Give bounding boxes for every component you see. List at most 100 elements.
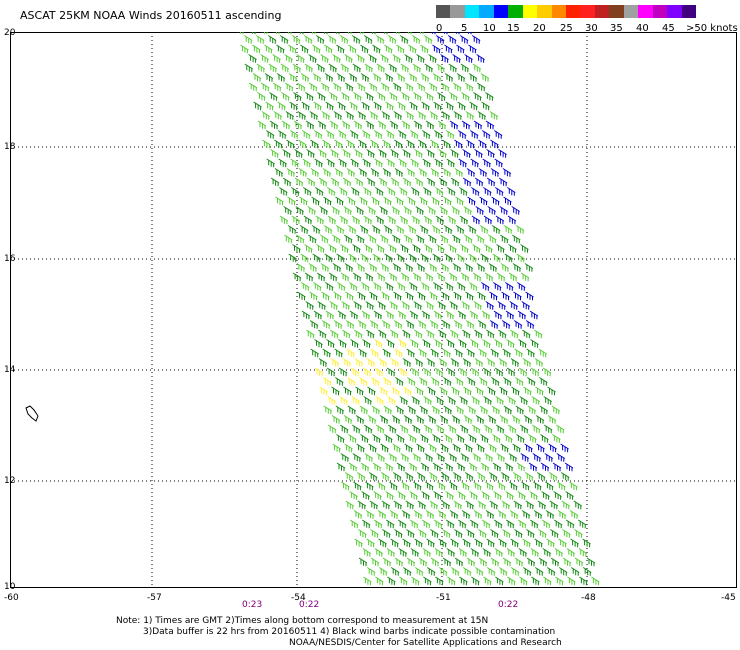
wind-barb	[421, 282, 430, 291]
wind-barb	[526, 557, 536, 567]
wind-barb	[422, 158, 431, 168]
wind-barb	[460, 453, 470, 462]
wind-barb	[494, 339, 503, 348]
wind-barb	[360, 434, 369, 443]
wind-barb	[292, 272, 302, 282]
wind-barb	[304, 63, 314, 73]
wind-barb	[293, 120, 303, 130]
wind-barb	[368, 472, 378, 481]
wind-barb	[340, 63, 350, 73]
wind-barb	[362, 158, 371, 168]
wind-barb	[396, 44, 405, 54]
wind-barb	[422, 367, 432, 377]
wind-barb	[321, 320, 331, 329]
wind-barb	[390, 538, 399, 548]
wind-barb	[505, 491, 514, 500]
wind-barb	[330, 177, 340, 187]
wind-barb	[328, 272, 338, 282]
wind-barb	[501, 291, 510, 301]
wind-barb	[448, 272, 458, 282]
wind-barb	[274, 139, 283, 149]
wind-barb	[406, 139, 415, 149]
wind-barb	[547, 415, 557, 424]
wind-barb	[360, 73, 370, 82]
wind-barb	[385, 310, 395, 320]
wind-barb	[367, 386, 376, 396]
wind-barb	[481, 491, 490, 500]
wind-barb	[414, 538, 423, 548]
wind-barb	[376, 453, 386, 462]
lon-label-54: -54	[291, 593, 306, 603]
legend-label-40: 40	[636, 23, 649, 34]
wind-barb	[444, 44, 453, 54]
wind-barb	[457, 282, 466, 291]
wind-barb	[457, 101, 466, 111]
wind-barb	[509, 510, 519, 519]
wind-barb	[434, 158, 443, 168]
wind-barb	[552, 434, 561, 443]
wind-barb	[555, 576, 564, 586]
wind-barb	[420, 434, 429, 443]
wind-barb	[465, 500, 475, 510]
wind-barb	[298, 139, 307, 149]
wind-barb	[342, 177, 352, 187]
wind-barb	[488, 234, 497, 244]
wind-barb	[447, 424, 457, 434]
wind-barb	[466, 139, 475, 149]
wind-barb	[349, 282, 358, 291]
wind-barb	[390, 177, 400, 187]
wind-barb	[345, 111, 355, 120]
wind-barb	[288, 253, 297, 263]
wind-barb	[331, 206, 340, 215]
wind-barb	[321, 111, 331, 120]
wind-barb	[427, 415, 437, 424]
wind-barb	[348, 462, 358, 472]
wind-barb	[404, 82, 414, 92]
wind-barb	[346, 139, 355, 149]
wind-barb	[536, 443, 545, 453]
wind-barb	[368, 54, 377, 63]
wind-barb	[292, 63, 302, 73]
legend-swatch	[493, 5, 509, 18]
wind-barb	[562, 557, 572, 567]
wind-barb	[582, 567, 592, 576]
wind-barb	[382, 168, 392, 177]
wind-barb	[414, 329, 423, 339]
wind-barb	[264, 73, 274, 82]
wind-barb	[320, 82, 330, 92]
wind-barb	[517, 519, 527, 529]
wind-barb	[505, 282, 514, 291]
wind-barb	[456, 44, 465, 54]
wind-barb	[570, 567, 580, 576]
wind-barb	[326, 339, 335, 348]
wind-barb	[454, 168, 464, 177]
wind-barb	[451, 206, 460, 215]
wind-barb	[468, 462, 478, 472]
wind-barb	[493, 310, 503, 320]
wind-barb	[473, 120, 483, 130]
wind-barb	[558, 538, 567, 548]
wind-barb	[472, 63, 482, 73]
wind-barb	[468, 73, 478, 82]
wind-barb	[526, 348, 535, 358]
wind-barb	[534, 538, 543, 548]
wind-barb	[469, 519, 479, 529]
wind-barb	[380, 54, 389, 63]
wind-barb	[404, 234, 413, 244]
wind-barb	[317, 301, 326, 310]
wind-barb	[324, 73, 334, 82]
legend-swatch	[479, 5, 495, 18]
wind-barb	[325, 130, 335, 139]
wind-barb	[465, 111, 475, 120]
wind-barb	[317, 120, 327, 130]
wind-barb	[457, 491, 466, 500]
wind-barb	[464, 443, 473, 453]
wind-barb	[340, 272, 350, 282]
wind-barb	[507, 215, 517, 225]
wind-barb	[407, 405, 417, 415]
wind-barb	[471, 35, 481, 44]
wind-barb	[413, 120, 423, 130]
map-title: ASCAT 25KM NOAA Winds 20160511 ascending	[20, 9, 282, 22]
wind-barb	[442, 529, 451, 538]
wind-barb	[499, 206, 508, 215]
